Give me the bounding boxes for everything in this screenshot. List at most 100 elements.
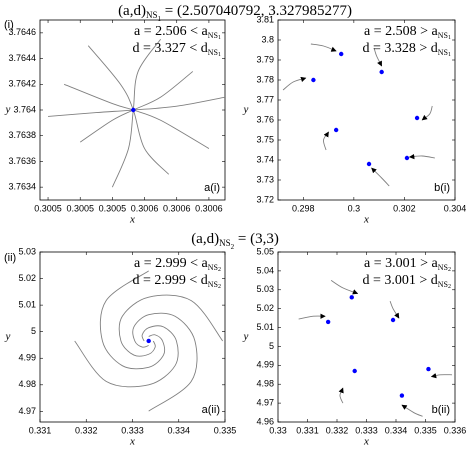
x-tick-label: 0.298 [292, 203, 315, 213]
formula-text: (a,d) [118, 3, 146, 19]
fixed-point [349, 295, 354, 300]
trajectory [323, 131, 329, 151]
trajectory [48, 96, 226, 117]
formula: a = 2.506 < aNS1 [134, 24, 221, 41]
y-tick-label: 5 [269, 341, 274, 351]
y-tick-label: 5.03 [256, 284, 274, 294]
trajectory [79, 71, 194, 143]
fixed-point [426, 366, 431, 372]
fixed-point [311, 77, 316, 83]
fixed-point [366, 161, 372, 167]
trajectory [63, 83, 210, 149]
subscript: 1 [448, 52, 451, 58]
subscript: 2 [231, 243, 235, 251]
y-tick-label: 5.02 [18, 273, 36, 283]
trajectory [430, 373, 453, 379]
subscript: NS [208, 280, 218, 289]
y-tick-label: 4.99 [256, 360, 274, 370]
x-tick-label: 0.334 [167, 425, 190, 435]
formula: a = 3.001 > aNS2 [364, 256, 451, 273]
formula: (a,d)NS2 = (3,3) [191, 231, 279, 250]
trajectory [118, 294, 224, 357]
y-tick-label: 5.01 [18, 300, 36, 310]
fixed-point [131, 107, 136, 113]
plot-frame [277, 19, 456, 201]
y-axis-label: y [243, 331, 249, 343]
y-tick-label: 3.7638 [8, 130, 36, 140]
subscript: 1 [157, 15, 161, 23]
panel-label: b(ii) [432, 404, 450, 416]
fixed-point [414, 115, 420, 121]
formula-text: d = 2.999 < d [132, 273, 207, 288]
trajectory [330, 279, 359, 295]
y-tick-label: 4.97 [256, 397, 274, 407]
y-tick-label: 5.04 [256, 265, 274, 275]
trajectory [338, 387, 344, 404]
x-tick-label: 0.3005 [99, 203, 127, 213]
y-tick-label: 5.03 [18, 246, 36, 256]
trajectory [298, 313, 326, 320]
formula-text: d = 3.327 < d [132, 41, 207, 56]
formula-text: a = 2.508 > a [364, 24, 439, 39]
fixed-point [399, 393, 405, 398]
subscript: 2 [218, 267, 221, 273]
row-label: (ii) [4, 252, 16, 264]
y-tick-label: 4.99 [18, 353, 36, 363]
y-tick-label: 4.98 [18, 379, 36, 389]
x-tick-label: 0.3005 [34, 203, 62, 213]
x-tick-label: 0.3006 [195, 203, 223, 213]
y-tick-label: 5 [31, 326, 36, 336]
subscript: NS [208, 48, 218, 57]
x-tick-label: 0.304 [444, 203, 467, 213]
y-tick-label: 3.79 [256, 54, 274, 64]
trajectory [310, 43, 337, 52]
subscript: NS [438, 263, 448, 272]
y-axis-label: y [243, 104, 249, 116]
formula: a = 2.508 > aNS1 [364, 24, 451, 41]
x-tick-label: 0.334 [385, 425, 408, 435]
x-axis-label: x [129, 436, 135, 448]
trajectory [74, 325, 179, 388]
trajectory [132, 312, 198, 412]
subscript: NS [438, 48, 448, 57]
x-tick-label: 0.333 [355, 425, 378, 435]
subscript: NS [208, 263, 218, 272]
y-tick-label: 3.72 [256, 194, 274, 204]
x-tick-label: 0.332 [75, 425, 98, 435]
trajectory [282, 76, 307, 91]
row-label: (i) [4, 19, 14, 31]
formula-text: a = 2.999 < a [134, 256, 209, 271]
trajectory [373, 47, 383, 67]
fixed-point [390, 317, 396, 323]
x-tick-label: 0.335 [214, 425, 237, 435]
x-tick-label: 0.3006 [131, 203, 159, 213]
y-tick-label: 5.02 [256, 303, 274, 313]
x-tick-label: 0.302 [393, 203, 416, 213]
subscript: NS [146, 10, 158, 20]
y-axis-label: y [5, 104, 11, 116]
y-tick-label: 3.74 [256, 154, 274, 164]
y-tick-label: 3.7634 [8, 182, 36, 192]
x-axis-label: x [363, 436, 369, 448]
subscript: 1 [218, 52, 221, 58]
subscript: NS [438, 31, 448, 40]
x-tick-label: 0.33 [269, 425, 287, 435]
subscript: NS [219, 238, 231, 248]
y-tick-label: 3.8 [261, 34, 274, 44]
x-axis-label: x [129, 214, 135, 226]
subscript: 1 [448, 35, 451, 41]
y-tick-label: 3.7646 [8, 27, 36, 37]
subscript: 2 [448, 267, 451, 273]
y-tick-label: 3.7644 [8, 53, 36, 63]
x-tick-label: 0.331 [29, 425, 52, 435]
fixed-point [146, 338, 151, 344]
formula: a = 2.999 < aNS2 [134, 256, 221, 273]
x-tick-label: 0.3 [348, 203, 361, 213]
y-tick-label: 3.764 [13, 104, 36, 114]
y-tick-label: 3.7636 [8, 156, 36, 166]
panel-label: b(i) [434, 182, 450, 194]
panel-label: a(i) [204, 182, 220, 194]
x-tick-label: 0.3005 [66, 203, 94, 213]
y-axis-label: y [5, 331, 11, 343]
trajectory [371, 167, 390, 187]
